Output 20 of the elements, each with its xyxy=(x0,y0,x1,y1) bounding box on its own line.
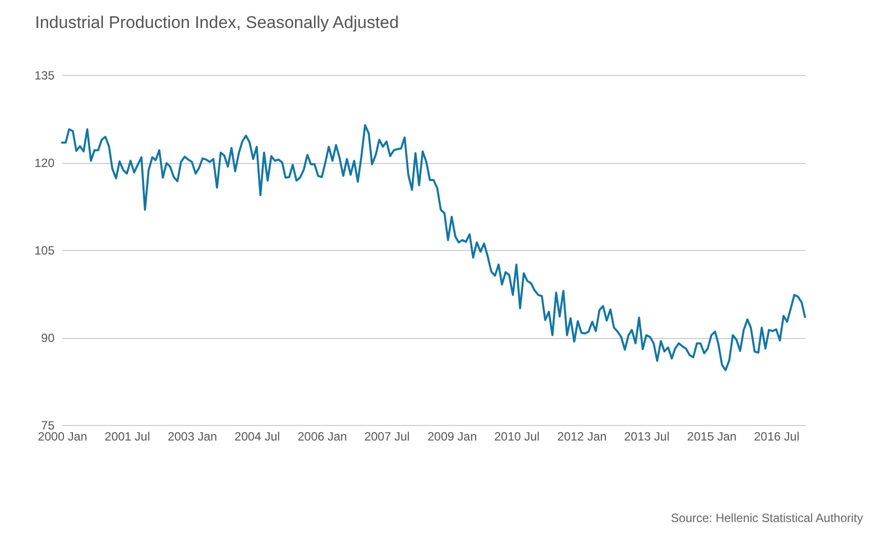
y-tick-label: 105 xyxy=(34,244,55,258)
x-tick-label: 2012 Jan xyxy=(557,430,607,444)
x-tick-label: 2003 Jan xyxy=(168,430,218,444)
y-tick-label: 120 xyxy=(34,156,55,170)
chart-title: Industrial Production Index, Seasonally Adjusted xyxy=(35,13,399,32)
x-tick-label: 2009 Jan xyxy=(427,430,477,444)
x-tick-label: 2010 Jul xyxy=(494,430,540,444)
x-tick-label: 2006 Jan xyxy=(298,430,347,444)
x-tick-label: 2000 Jan xyxy=(38,430,88,444)
line-series xyxy=(61,124,806,372)
x-tick-label: 2004 Jul xyxy=(234,430,280,444)
x-tick-label: 2015 Jan xyxy=(687,430,737,444)
y-tick-label: 75 xyxy=(41,418,55,432)
x-tick-label: 2001 Jul xyxy=(104,430,150,444)
source-note: Source: Hellenic Statistical Authority xyxy=(670,511,863,525)
y-tick-label: 90 xyxy=(41,331,55,345)
x-tick-label: 2016 Jul xyxy=(754,430,800,444)
y-tick-label: 135 xyxy=(34,68,55,82)
x-tick-label: 2013 Jul xyxy=(624,430,670,444)
x-tick-label: 2007 Jul xyxy=(364,430,410,444)
